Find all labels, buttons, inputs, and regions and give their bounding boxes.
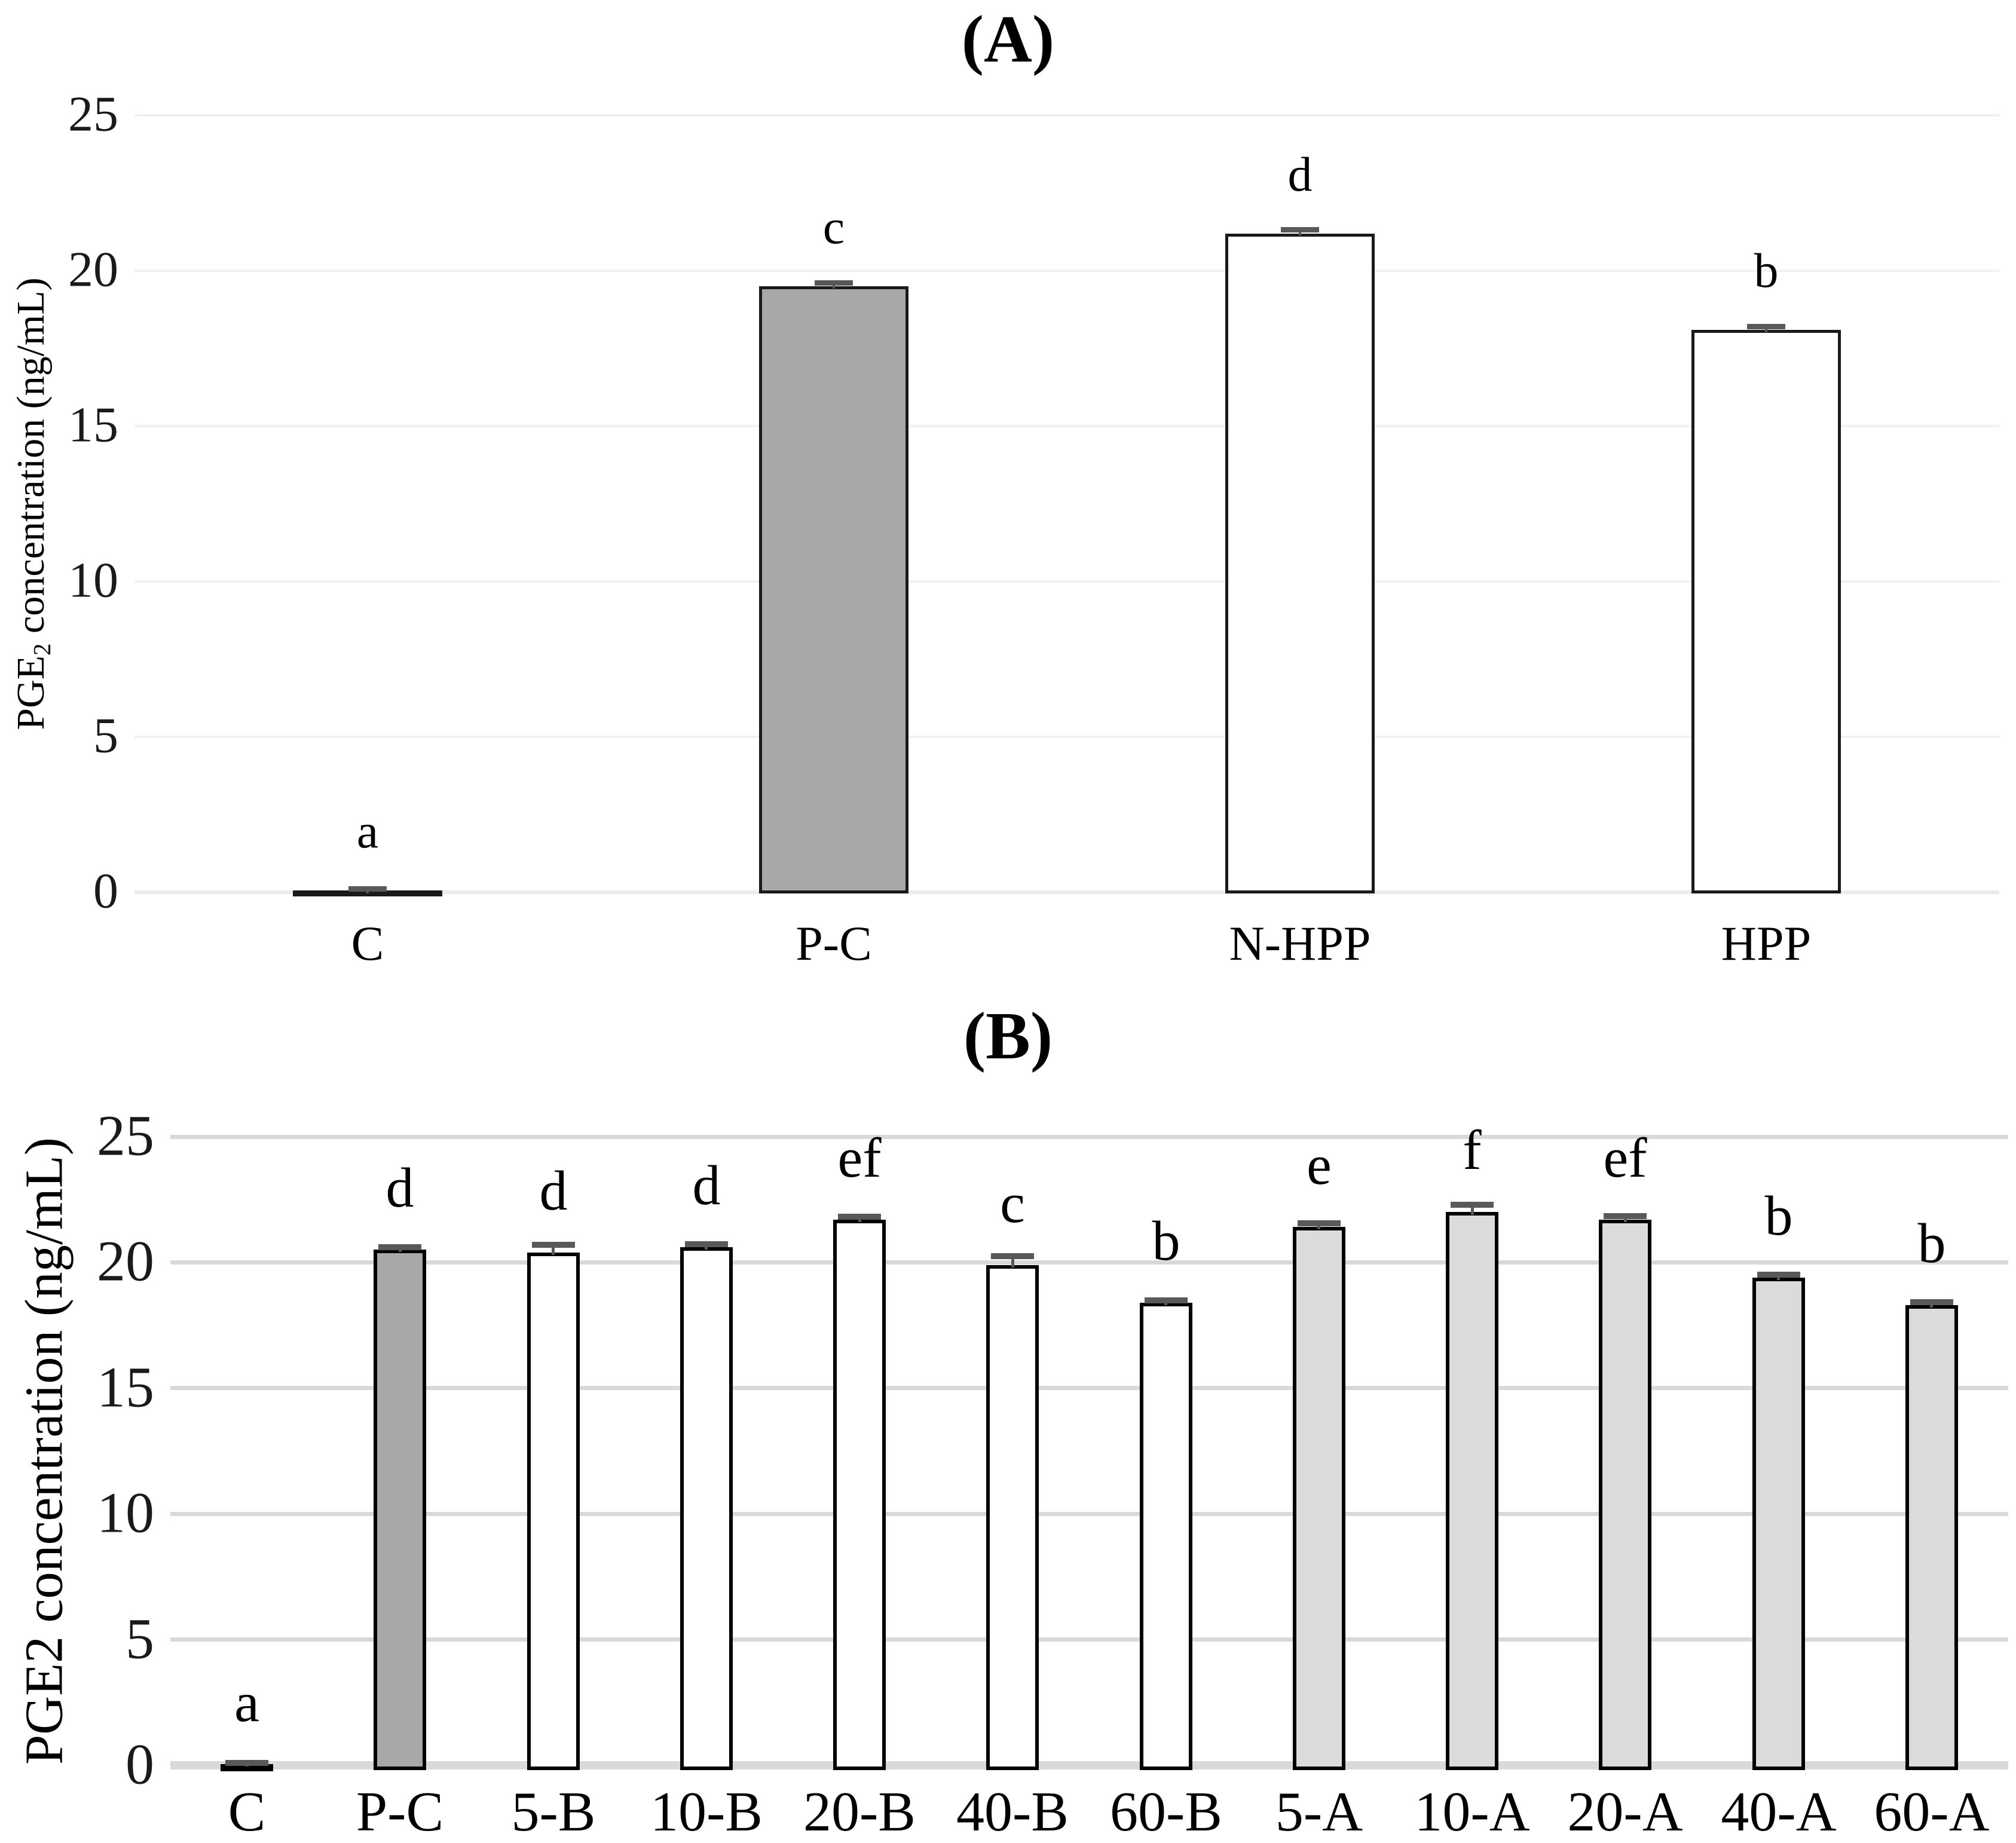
error-bar-whisker-N-HPP [1299, 229, 1301, 235]
error-bar-cap-C [348, 886, 387, 892]
x-label-10-A: 10-A [1414, 1781, 1530, 1843]
gridline-y15 [134, 425, 1999, 427]
bar-N-HPP [1225, 234, 1375, 893]
panel-a-title: (A) [961, 2, 1055, 76]
error-bar-cap-40-B [991, 1253, 1034, 1259]
y-tick-label-5: 5 [126, 1606, 154, 1671]
y-tick-label-15: 15 [68, 397, 118, 453]
error-bar-cap-P-C [815, 280, 853, 286]
bar-40-A [1752, 1278, 1805, 1770]
error-bar-cap-60-A [1910, 1299, 1953, 1305]
sig-letter-P-C: d [386, 1157, 414, 1219]
bar-60-A [1905, 1305, 1958, 1770]
error-bar-cap-20-B [838, 1214, 881, 1220]
x-label-HPP: HPP [1721, 916, 1812, 971]
y-tick-label-25: 25 [97, 1103, 154, 1168]
y-tick-label-20: 20 [97, 1229, 154, 1293]
x-axis-baseline [134, 890, 1999, 894]
y-tick-label-10: 10 [68, 552, 118, 608]
error-bar-whisker-HPP [1765, 327, 1767, 332]
sig-letter-P-C: c [822, 200, 845, 254]
y-tick-label-0: 0 [93, 863, 118, 919]
bar-60-B [1140, 1303, 1192, 1770]
sig-letter-5-B: d [539, 1160, 568, 1222]
error-bar-cap-10-A [1451, 1202, 1494, 1208]
error-bar-cap-5-B [532, 1242, 575, 1248]
error-bar-whisker-5-B [552, 1245, 555, 1255]
x-label-60-B: 60-B [1110, 1781, 1222, 1843]
x-label-P-C: P-C [356, 1781, 444, 1843]
error-bar-whisker-P-C [833, 283, 835, 289]
sig-letter-40-B: c [1000, 1172, 1025, 1235]
bar-5-B [527, 1253, 580, 1770]
x-label-P-C: P-C [796, 916, 872, 971]
gridline-y10 [170, 1512, 2008, 1516]
x-label-N-HPP: N-HPP [1229, 916, 1371, 971]
error-bar-cap-40-A [1757, 1272, 1800, 1278]
error-bar-whisker-10-A [1471, 1205, 1474, 1215]
sig-letter-40-A: b [1764, 1185, 1793, 1247]
x-label-20-B: 20-B [803, 1781, 916, 1843]
error-bar-cap-10-B [685, 1241, 728, 1247]
error-bar-cap-20-A [1604, 1213, 1647, 1219]
bar-P-C [374, 1250, 426, 1770]
sig-letter-5-A: e [1307, 1134, 1332, 1196]
bar-10-B [680, 1247, 733, 1770]
error-bar-cap-HPP [1747, 324, 1785, 329]
y-axis-title: PGE2 concentration (ng/mL) [14, 1137, 74, 1765]
x-label-5-B: 5-B [511, 1781, 596, 1843]
sig-letter-HPP: b [1754, 243, 1779, 298]
y-tick-label-15: 15 [97, 1355, 154, 1419]
error-bar-cap-C [225, 1760, 268, 1766]
x-label-5-A: 5-A [1275, 1781, 1363, 1843]
bar-10-A [1446, 1212, 1498, 1770]
gridline-y25 [170, 1135, 2008, 1139]
error-bar-cap-P-C [378, 1244, 421, 1250]
error-bar-cap-5-A [1298, 1220, 1341, 1226]
sig-letter-C: a [234, 1671, 259, 1734]
error-bar-whisker-40-B [1011, 1256, 1014, 1268]
gridline-y20 [170, 1260, 2008, 1265]
sig-letter-20-B: ef [837, 1127, 882, 1189]
x-label-20-A: 20-A [1567, 1781, 1683, 1843]
bar-5-A [1293, 1227, 1345, 1770]
x-label-60-A: 60-A [1874, 1781, 1990, 1843]
x-label-C: C [351, 916, 384, 971]
x-label-40-B: 40-B [956, 1781, 1069, 1843]
gridline-y5 [134, 736, 1999, 738]
sig-letter-10-A: f [1463, 1119, 1482, 1181]
x-label-C: C [228, 1781, 266, 1843]
bar-HPP [1691, 330, 1841, 893]
bar-20-B [833, 1220, 886, 1770]
y-tick-label-25: 25 [68, 86, 118, 142]
gridline-y20 [134, 270, 1999, 272]
bar-20-A [1599, 1220, 1651, 1770]
error-bar-whisker-20-A [1624, 1216, 1627, 1222]
x-axis-baseline [170, 1761, 2008, 1769]
gridline-y15 [170, 1386, 2008, 1390]
y-tick-label-5: 5 [93, 708, 118, 764]
bar-40-B [986, 1265, 1039, 1770]
y-tick-label-20: 20 [68, 241, 118, 298]
y-axis-title: PGE2 concentration (ng/mL) [8, 277, 56, 730]
sig-letter-10-B: d [692, 1155, 721, 1217]
sig-letter-N-HPP: d [1287, 147, 1313, 201]
gridline-y10 [134, 580, 1999, 583]
y-tick-label-10: 10 [97, 1480, 154, 1545]
gridline-y25 [134, 114, 1999, 117]
y-tick-label-0: 0 [126, 1732, 154, 1796]
sig-letter-60-B: b [1152, 1210, 1180, 1272]
panel-b-title: (B) [963, 999, 1053, 1073]
error-bar-cap-N-HPP [1281, 227, 1319, 232]
error-bar-whisker-5-A [1317, 1223, 1320, 1229]
gridline-y5 [170, 1637, 2008, 1642]
x-label-40-A: 40-A [1721, 1781, 1837, 1843]
sig-letter-20-A: ef [1603, 1127, 1647, 1189]
x-label-10-B: 10-B [650, 1781, 763, 1843]
sig-letter-60-A: b [1917, 1213, 1946, 1275]
error-bar-cap-60-B [1145, 1297, 1188, 1303]
bar-P-C [759, 286, 908, 893]
sig-letter-C: a [356, 804, 379, 858]
